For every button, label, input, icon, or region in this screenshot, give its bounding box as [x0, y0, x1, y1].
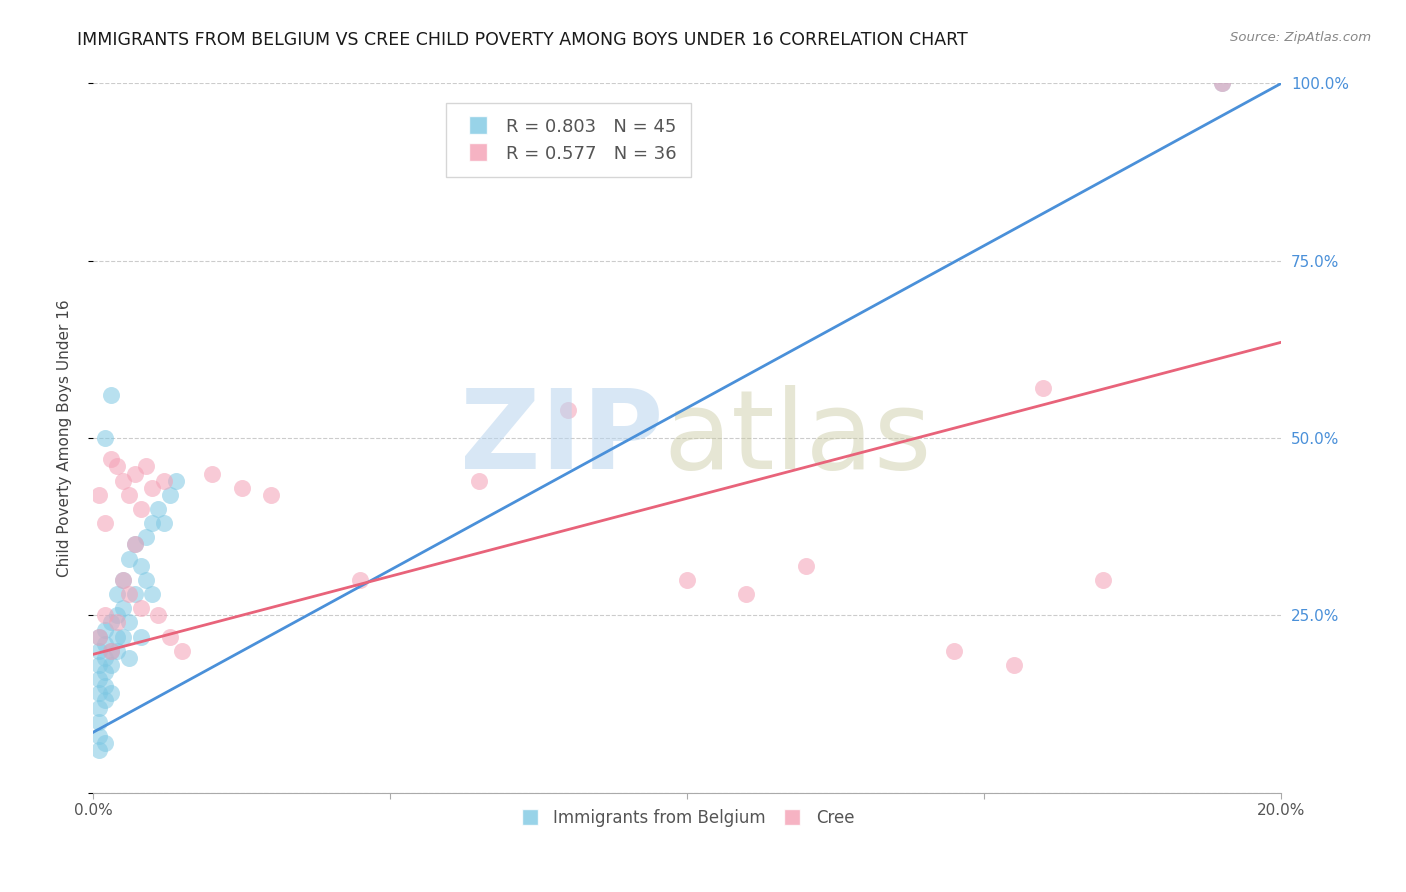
Point	[100, 615, 122, 630]
Point	[94, 736, 117, 750]
Text: atlas: atlas	[664, 384, 932, 491]
Point	[124, 467, 146, 481]
Point	[94, 431, 117, 445]
Point	[153, 516, 176, 530]
Point	[141, 587, 163, 601]
Y-axis label: Child Poverty Among Boys Under 16: Child Poverty Among Boys Under 16	[58, 299, 72, 577]
Point	[260, 488, 283, 502]
Point	[100, 658, 122, 673]
Point	[100, 388, 122, 402]
Point	[165, 474, 187, 488]
Point	[87, 743, 110, 757]
Point	[135, 573, 157, 587]
Point	[94, 623, 117, 637]
Point	[105, 587, 128, 601]
Point	[105, 615, 128, 630]
Point	[1091, 573, 1114, 587]
Point	[118, 551, 141, 566]
Point	[943, 644, 966, 658]
Point	[111, 573, 134, 587]
Point	[153, 474, 176, 488]
Point	[94, 608, 117, 623]
Point	[1032, 381, 1054, 395]
Point	[148, 608, 170, 623]
Point	[201, 467, 224, 481]
Point	[1211, 77, 1233, 91]
Point	[129, 630, 152, 644]
Text: Source: ZipAtlas.com: Source: ZipAtlas.com	[1230, 31, 1371, 45]
Point	[111, 474, 134, 488]
Point	[735, 587, 758, 601]
Point	[129, 502, 152, 516]
Point	[87, 729, 110, 743]
Point	[87, 700, 110, 714]
Text: ZIP: ZIP	[460, 384, 664, 491]
Point	[87, 672, 110, 686]
Point	[87, 644, 110, 658]
Point	[87, 630, 110, 644]
Point	[105, 644, 128, 658]
Point	[100, 686, 122, 700]
Point	[118, 488, 141, 502]
Point	[87, 630, 110, 644]
Point	[118, 651, 141, 665]
Point	[159, 488, 181, 502]
Point	[1211, 77, 1233, 91]
Point	[468, 474, 491, 488]
Point	[124, 537, 146, 551]
Point	[87, 658, 110, 673]
Point	[1002, 658, 1025, 673]
Point	[105, 459, 128, 474]
Point	[794, 558, 817, 573]
Point	[141, 481, 163, 495]
Point	[111, 630, 134, 644]
Point	[141, 516, 163, 530]
Point	[94, 679, 117, 693]
Point	[111, 601, 134, 615]
Point	[87, 488, 110, 502]
Point	[105, 608, 128, 623]
Point	[100, 644, 122, 658]
Point	[111, 573, 134, 587]
Point	[94, 665, 117, 679]
Point	[129, 601, 152, 615]
Point	[172, 644, 194, 658]
Point	[94, 637, 117, 651]
Point	[118, 615, 141, 630]
Point	[135, 459, 157, 474]
Point	[124, 537, 146, 551]
Point	[557, 402, 579, 417]
Point	[159, 630, 181, 644]
Point	[100, 452, 122, 467]
Point	[349, 573, 371, 587]
Point	[94, 693, 117, 707]
Point	[135, 530, 157, 544]
Point	[87, 714, 110, 729]
Point	[87, 686, 110, 700]
Point	[94, 651, 117, 665]
Point	[148, 502, 170, 516]
Point	[105, 630, 128, 644]
Point	[94, 516, 117, 530]
Point	[129, 558, 152, 573]
Point	[118, 587, 141, 601]
Text: IMMIGRANTS FROM BELGIUM VS CREE CHILD POVERTY AMONG BOYS UNDER 16 CORRELATION CH: IMMIGRANTS FROM BELGIUM VS CREE CHILD PO…	[77, 31, 969, 49]
Point	[676, 573, 699, 587]
Point	[100, 644, 122, 658]
Point	[124, 587, 146, 601]
Legend: Immigrants from Belgium, Cree: Immigrants from Belgium, Cree	[513, 803, 860, 834]
Point	[231, 481, 253, 495]
